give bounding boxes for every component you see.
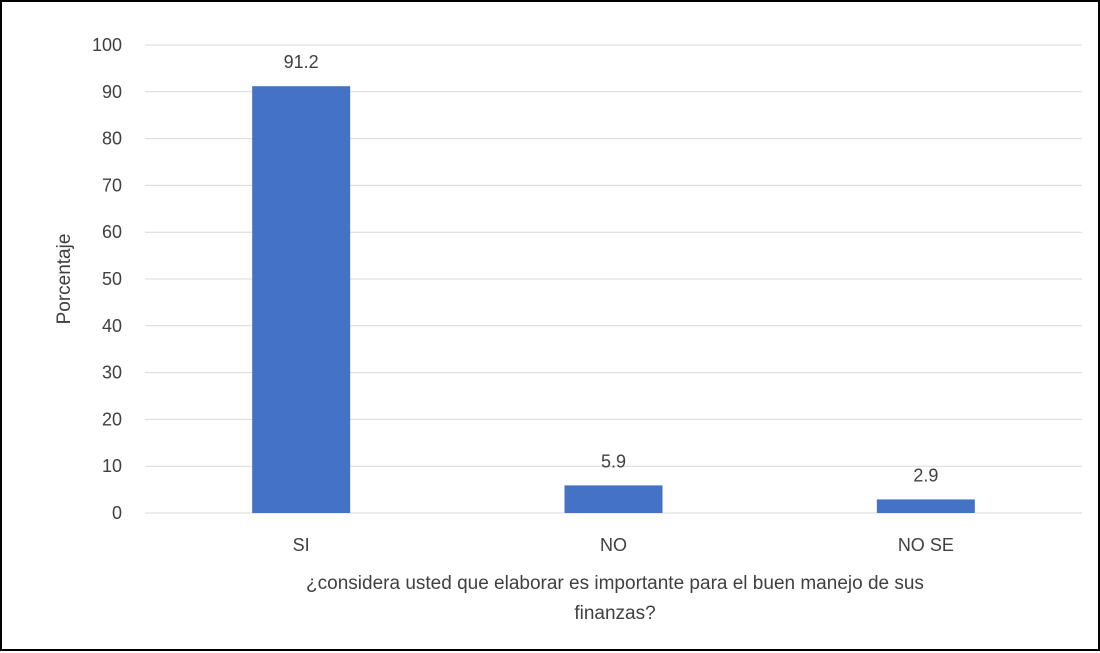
bar-no xyxy=(564,485,663,513)
data-label: 91.2 xyxy=(284,52,319,72)
y-tick-label: 20 xyxy=(102,409,122,429)
y-tick-label: 80 xyxy=(102,129,122,149)
x-axis-categories: SI NO NO SE xyxy=(293,535,954,555)
data-labels: 91.2 5.9 2.9 xyxy=(284,52,939,485)
y-tick-label: 60 xyxy=(102,222,122,242)
y-axis-title: Porcentaje xyxy=(54,234,75,325)
x-category-label: SI xyxy=(293,535,310,555)
x-axis-title-line-2: finanzas? xyxy=(574,603,655,624)
bar-si xyxy=(252,86,351,514)
bar-no-se xyxy=(876,499,975,513)
bars xyxy=(252,86,975,514)
y-tick-label: 40 xyxy=(102,316,122,336)
y-tick-label: 0 xyxy=(112,503,122,523)
data-label: 5.9 xyxy=(601,451,626,471)
x-category-label: NO xyxy=(600,535,627,555)
data-label: 2.9 xyxy=(913,465,938,485)
y-tick-label: 10 xyxy=(102,456,122,476)
x-axis-title-line-1: ¿considera usted que elaborar es importa… xyxy=(306,573,924,594)
y-tick-label: 30 xyxy=(102,363,122,383)
y-tick-label: 50 xyxy=(102,269,122,289)
y-tick-label: 90 xyxy=(102,82,122,102)
y-tick-label: 100 xyxy=(92,35,122,55)
x-category-label: NO SE xyxy=(898,535,954,555)
y-axis-ticks: 0 10 20 30 40 50 60 70 80 90 100 xyxy=(92,35,122,523)
y-tick-label: 70 xyxy=(102,175,122,195)
